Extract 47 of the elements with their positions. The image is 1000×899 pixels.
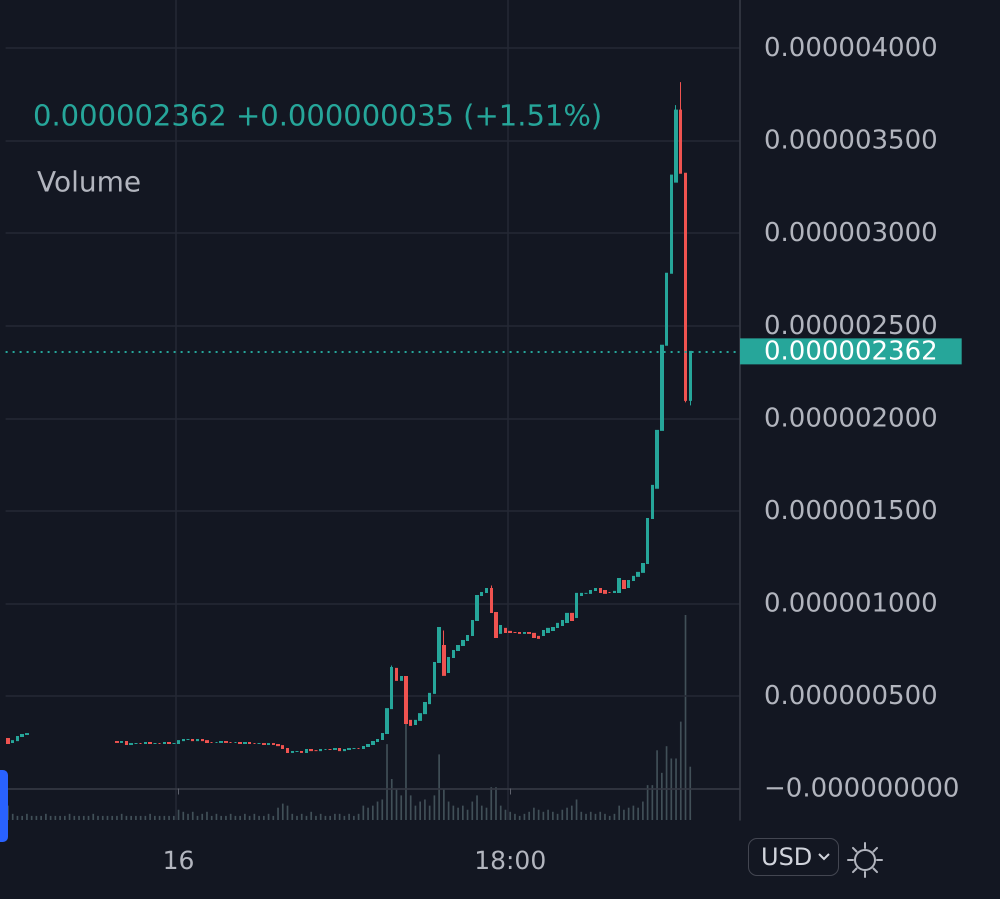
candlestick <box>622 580 626 589</box>
candlestick <box>575 592 578 618</box>
candlestick <box>243 742 247 744</box>
chart-title: Volume <box>37 166 142 198</box>
candlestick <box>167 742 171 744</box>
y-tick-label: 0.000001500 <box>764 496 938 526</box>
candlestick <box>338 748 341 752</box>
y-tick-label: 0.000003500 <box>764 126 938 156</box>
candlestick <box>191 738 194 742</box>
x-tick-label: 16 <box>162 846 194 875</box>
candlestick <box>248 742 251 744</box>
candlestick <box>196 738 199 742</box>
candlestick <box>148 742 152 744</box>
candlestick <box>305 748 308 753</box>
candlestick <box>286 748 289 753</box>
candlestick <box>144 742 147 744</box>
candlestick <box>125 741 128 745</box>
candlestick <box>684 172 687 403</box>
y-tick-label: 0.000004000 <box>764 33 938 64</box>
candlestick <box>163 742 166 744</box>
candlestick <box>395 668 398 681</box>
candlestick <box>400 676 403 681</box>
candlestick <box>238 742 242 744</box>
candlestick <box>499 624 502 634</box>
candlestick <box>276 744 280 746</box>
candlestick <box>627 580 630 588</box>
dropdown-button: USD <box>748 838 840 876</box>
candlestick <box>319 748 322 752</box>
y-tick-label: 0.000001000 <box>764 588 938 618</box>
candlestick <box>6 738 10 744</box>
candlestick <box>442 630 446 676</box>
candlestick <box>485 588 488 594</box>
candlestick <box>594 588 597 591</box>
y-tick-label: 0.000003000 <box>764 218 938 248</box>
y-tick-label: −0.000000000 <box>764 774 960 804</box>
candlestick <box>205 740 209 743</box>
candlestick <box>679 82 682 174</box>
y-tick-label: 0.000000500 <box>764 680 938 711</box>
y-tick-label: 0.000002000 <box>764 403 938 434</box>
candlestick <box>565 612 569 623</box>
candlestick <box>570 612 574 621</box>
x-tick-label: 18:00 <box>474 846 546 875</box>
candlestick <box>617 578 621 594</box>
text: 0.000002362 +0.000000035 (+1.51%) <box>33 98 602 132</box>
candlestick <box>447 656 450 673</box>
candlestick <box>11 740 14 743</box>
candlestick <box>603 590 607 594</box>
